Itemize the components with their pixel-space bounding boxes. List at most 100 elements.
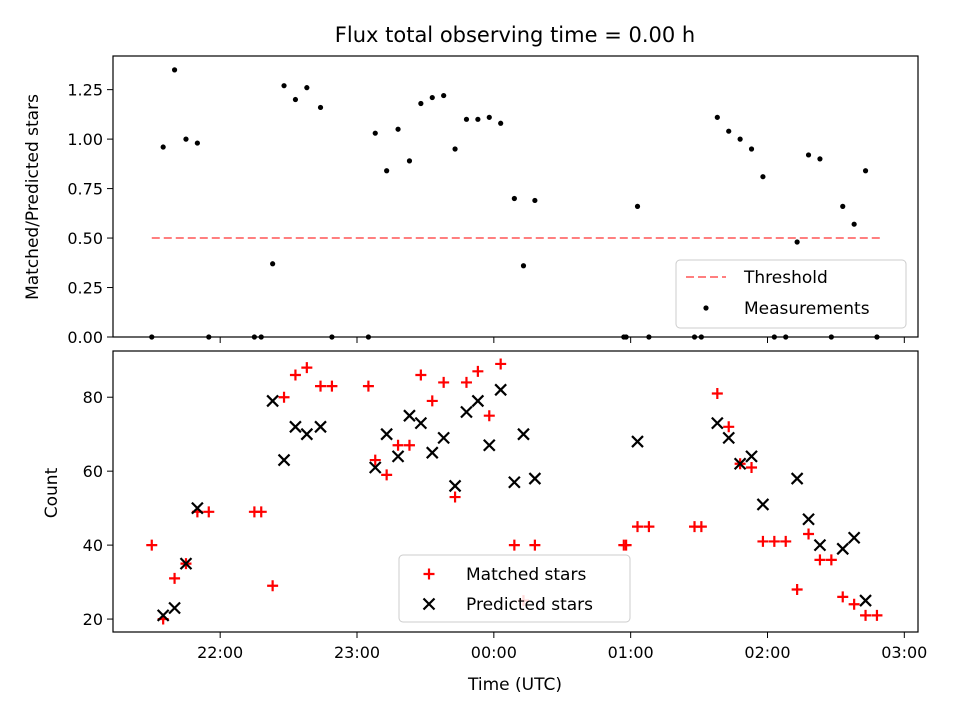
x-tick-label: 03:00 <box>881 643 927 662</box>
matched-star-marker <box>426 395 438 407</box>
predicted-star-marker <box>847 531 861 544</box>
x-tick-label: 23:00 <box>334 643 380 662</box>
measurement-point <box>532 197 538 204</box>
predicted-star-marker <box>289 420 302 434</box>
matched-star-marker <box>460 376 472 388</box>
matched-star-marker <box>723 421 735 433</box>
y-tick-label: 60 <box>83 462 103 481</box>
predicted-star-marker <box>631 435 644 448</box>
y-tick-label: 40 <box>83 536 103 555</box>
legend-matched-label: Matched stars <box>466 565 586 585</box>
measurement-point <box>463 116 470 122</box>
matched-star-marker <box>326 380 338 392</box>
measurement-point <box>418 100 424 107</box>
measurement-point <box>486 114 492 120</box>
y-tick-label: 0.25 <box>67 279 103 298</box>
legend-predicted-label: Predicted stars <box>466 595 593 615</box>
legend-measurements-label: Measurements <box>744 299 870 319</box>
predicted-star-marker <box>471 394 485 408</box>
predicted-star-marker <box>380 427 393 441</box>
measurement-point <box>511 195 517 202</box>
matched-star-marker <box>267 580 279 592</box>
predicted-star-marker <box>802 512 815 526</box>
predicted-star-marker <box>494 383 507 397</box>
legend-frame <box>675 259 907 329</box>
measurement-point <box>251 334 257 340</box>
predicted-star-marker <box>191 501 204 515</box>
measurement-point <box>698 334 704 340</box>
x-tick-label: 02:00 <box>744 643 790 662</box>
predicted-star-marker <box>790 472 804 485</box>
measurement-point <box>851 221 857 227</box>
predicted-star-marker <box>722 431 735 445</box>
y-tick-label: 0.75 <box>67 180 103 199</box>
matched-star-marker <box>255 506 267 518</box>
predicted-star-marker <box>425 446 439 459</box>
measurement-point <box>429 94 435 101</box>
matched-star-marker <box>746 461 758 473</box>
predicted-star-marker <box>403 409 416 422</box>
predicted-star-marker <box>528 472 542 485</box>
matched-star-marker <box>415 369 427 381</box>
y-tick-label: 0.50 <box>67 229 103 248</box>
measurement-point <box>171 67 178 73</box>
measurement-point <box>406 158 413 164</box>
matched-star-marker <box>203 506 215 518</box>
measurement-point <box>862 168 869 174</box>
measurement-point <box>817 156 823 162</box>
matched-star-marker <box>169 572 181 584</box>
y-tick-label: 80 <box>83 388 103 407</box>
measurement-point <box>183 136 189 142</box>
x-tick-label: 00:00 <box>471 643 517 662</box>
matched-star-marker <box>848 598 860 610</box>
matched-star-marker <box>814 554 826 566</box>
predicted-star-marker <box>448 479 462 493</box>
matched-star-marker <box>362 380 374 392</box>
matched-star-marker <box>472 365 484 377</box>
predicted-star-marker <box>733 457 747 471</box>
plot-frame <box>112 350 919 633</box>
x-tick-label: 22:00 <box>197 643 243 662</box>
predicted-star-marker <box>460 405 473 419</box>
measurement-point <box>794 239 800 245</box>
predicted-star-marker <box>300 427 314 441</box>
predicted-star-marker <box>314 420 327 434</box>
matched-star-marker <box>369 454 381 466</box>
predicted-star-marker <box>745 450 758 463</box>
y-tick-label: 1.00 <box>67 130 103 149</box>
measurement-point <box>281 83 287 89</box>
predicted-star-marker <box>859 594 872 607</box>
measurement-point <box>760 174 766 180</box>
matched-star-marker <box>449 491 461 503</box>
matched-star-marker <box>278 391 290 403</box>
matched-star-marker <box>768 535 780 547</box>
predicted-star-marker <box>277 453 291 467</box>
predicted-star-marker <box>391 450 405 463</box>
measurement-point <box>329 334 335 340</box>
matched-star-marker <box>483 410 495 422</box>
measurement-point <box>258 334 264 340</box>
predicted-star-marker <box>508 475 521 489</box>
predicted-star-marker <box>482 439 496 452</box>
matched-star-marker <box>315 380 327 392</box>
matched-star-marker <box>508 539 520 551</box>
predicted-star-marker <box>179 557 193 570</box>
x-tick-label: 01:00 <box>608 643 654 662</box>
measurement-point <box>646 334 652 340</box>
measurement-point <box>634 203 641 209</box>
legend-matched-swatch <box>423 568 435 580</box>
matched-star-marker <box>780 535 792 547</box>
measurement-point <box>737 136 743 142</box>
measurement-point <box>498 120 504 126</box>
predicted-star-marker <box>836 542 850 556</box>
matched-star-marker <box>860 609 872 621</box>
predicted-star-marker <box>156 609 170 622</box>
matched-star-marker <box>392 439 404 451</box>
predicted-star-marker <box>813 538 827 552</box>
matched-star-marker <box>803 528 815 540</box>
legend-predicted-swatch <box>422 597 436 611</box>
measurement-point <box>726 128 732 134</box>
measurement-point <box>452 146 458 152</box>
measurement-point <box>874 334 880 340</box>
